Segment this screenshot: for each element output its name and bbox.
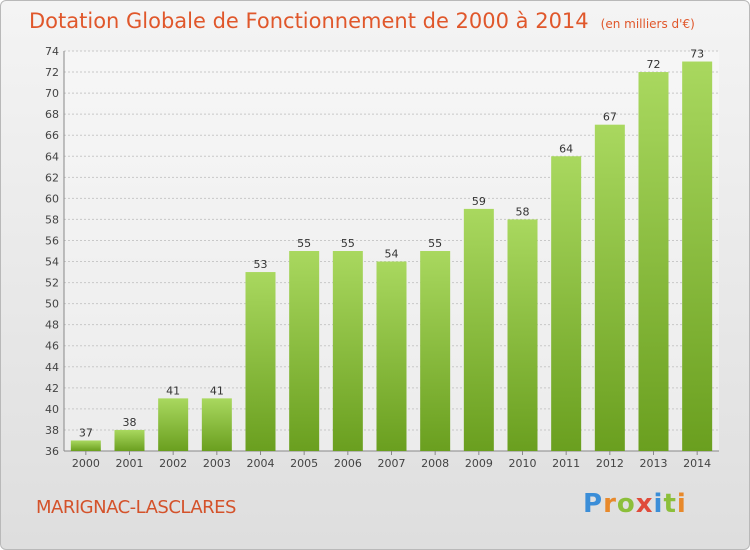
y-tick-label: 44 [45,361,59,374]
y-tick-label: 42 [45,382,59,395]
data-label: 54 [385,248,399,261]
bar [158,398,189,451]
x-tick-label: 2011 [552,457,580,470]
x-tick-label: 2013 [640,457,668,470]
logo-letter: t [663,489,677,519]
logo-letter: o [616,489,636,519]
y-tick-label: 52 [45,277,59,290]
bar [201,398,232,451]
data-label: 37 [79,426,93,439]
bar [289,251,320,451]
y-tick-label: 50 [45,298,59,311]
x-tick-label: 2005 [290,457,318,470]
y-tick-label: 60 [45,192,59,205]
y-tick-label: 36 [45,445,59,458]
y-tick-label: 56 [45,234,59,247]
data-label: 59 [472,195,486,208]
logo-letter: i [676,489,687,519]
bar [463,208,494,451]
y-tick-label: 70 [45,87,59,100]
bar [507,219,538,451]
data-label: 55 [297,237,311,250]
x-tick-label: 2012 [596,457,624,470]
bar [638,72,669,451]
data-label: 58 [516,205,530,218]
data-label: 64 [559,142,573,155]
y-tick-label: 62 [45,171,59,184]
y-tick-label: 40 [45,403,59,416]
x-tick-label: 2014 [683,457,711,470]
bar [420,251,451,451]
x-tick-label: 2008 [421,457,449,470]
y-tick-label: 38 [45,424,59,437]
y-tick-label: 48 [45,319,59,332]
chart-title: Dotation Globale de Fonctionnement de 20… [29,9,695,33]
bar [114,429,145,451]
data-label: 72 [647,58,661,71]
data-label: 38 [123,416,137,429]
y-tick-label: 54 [45,256,59,269]
y-tick-label: 58 [45,213,59,226]
x-tick-label: 2006 [334,457,362,470]
logo-letter: r [603,489,617,519]
y-tick-label: 68 [45,108,59,121]
proxiti-logo: Proxiti [583,489,687,519]
y-tick-label: 64 [45,150,59,163]
commune-name: MARIGNAC-LASCLARES [36,497,236,518]
bar [594,124,625,452]
chart-title-text: Dotation Globale de Fonctionnement de 20… [29,9,589,33]
chart-subtitle: (en milliers d'€) [600,17,695,31]
x-tick-label: 2003 [203,457,231,470]
data-label: 55 [341,237,355,250]
bar [245,272,276,451]
y-tick-label: 66 [45,129,59,142]
bar [551,156,582,451]
bar [376,261,407,451]
bar [70,440,101,451]
y-tick-label: 74 [45,45,59,58]
data-label: 53 [254,258,268,271]
logo-letter: x [635,489,654,519]
x-tick-label: 2010 [509,457,537,470]
data-label: 41 [166,384,180,397]
x-tick-label: 2007 [378,457,406,470]
logo-letter: i [653,489,664,519]
x-tick-label: 2002 [159,457,187,470]
data-label: 67 [603,111,617,124]
x-tick-label: 2000 [72,457,100,470]
bar [332,251,363,451]
y-tick-label: 72 [45,66,59,79]
data-label: 41 [210,384,224,397]
bar [682,61,713,452]
data-label: 73 [690,48,704,61]
data-label: 55 [428,237,442,250]
x-tick-label: 2001 [116,457,144,470]
logo-letter: P [583,489,604,519]
y-tick-label: 46 [45,340,59,353]
x-tick-label: 2009 [465,457,493,470]
x-tick-label: 2004 [247,457,275,470]
